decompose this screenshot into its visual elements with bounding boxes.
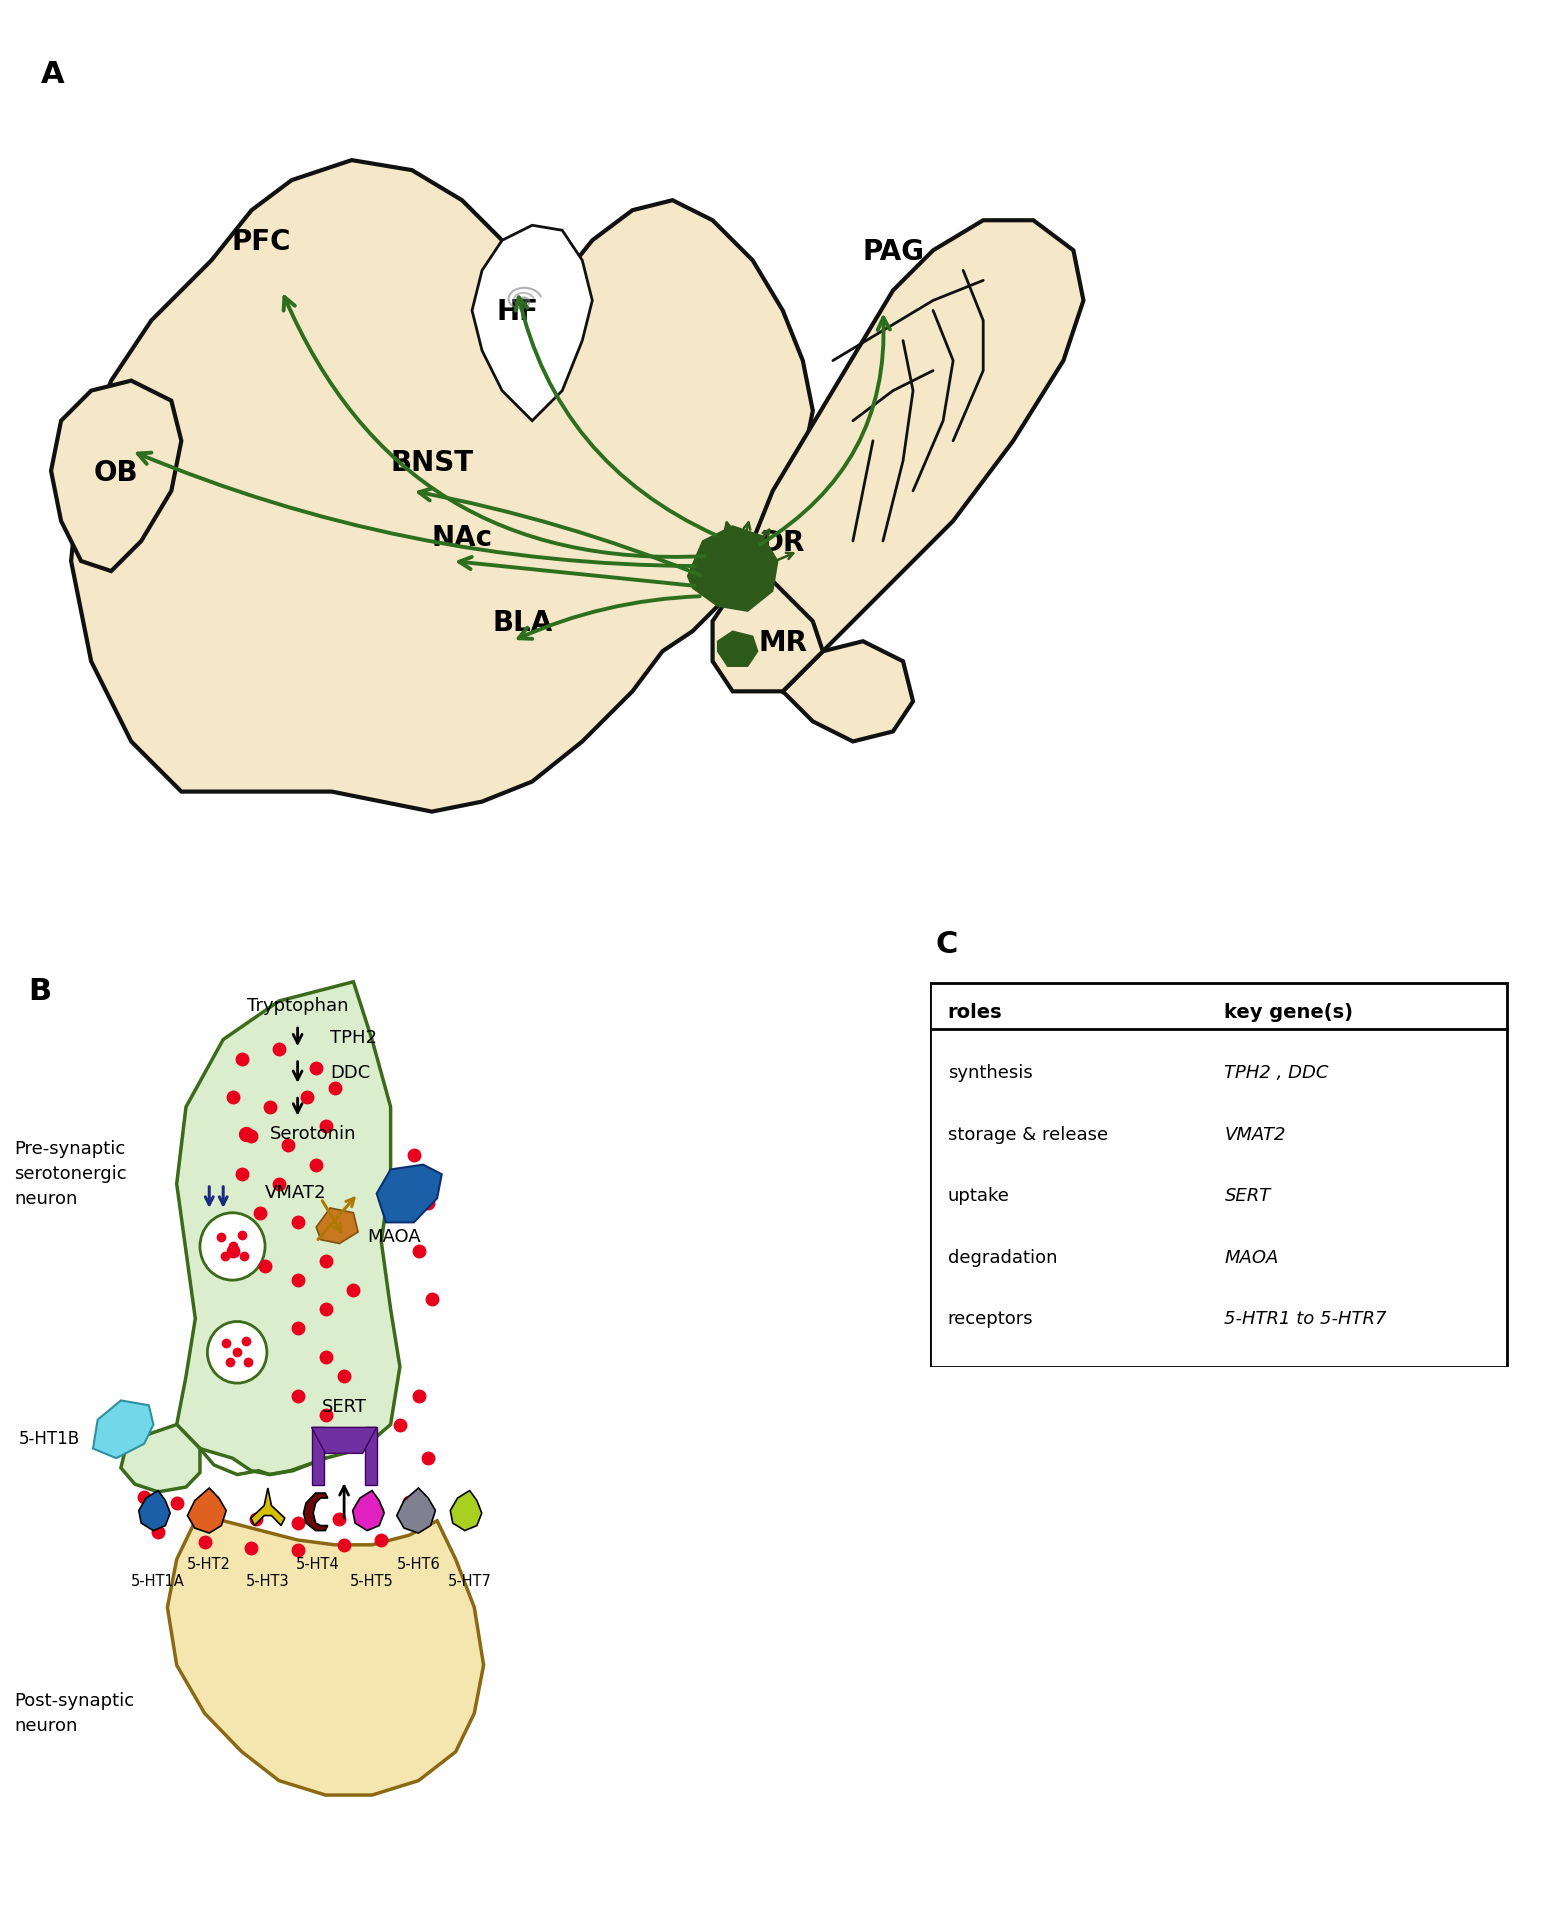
Text: 5-HT3: 5-HT3 [246,1575,290,1588]
Text: MAOA: MAOA [367,1228,422,1245]
Polygon shape [742,219,1083,691]
Text: receptors: receptors [947,1311,1034,1328]
Text: Serotonin: Serotonin [270,1124,356,1143]
Text: degradation: degradation [947,1249,1057,1267]
Polygon shape [93,1401,153,1459]
Polygon shape [121,1424,200,1492]
Polygon shape [167,1521,484,1794]
Text: synthesis: synthesis [947,1065,1032,1082]
Text: 5-HT2: 5-HT2 [188,1557,231,1573]
Text: PFC: PFC [232,229,291,256]
Polygon shape [312,1428,324,1486]
Polygon shape [304,1494,327,1530]
Text: key gene(s): key gene(s) [1224,1003,1353,1022]
Text: VMAT2: VMAT2 [265,1184,327,1203]
Circle shape [208,1321,267,1382]
Text: Post-synaptic
neuron: Post-synaptic neuron [14,1692,133,1734]
Text: SERT: SERT [321,1398,367,1417]
Text: 5-HT1A: 5-HT1A [132,1575,184,1588]
Text: MR: MR [758,629,808,656]
Text: B: B [28,978,51,1007]
Text: roles: roles [947,1003,1003,1022]
Circle shape [200,1213,265,1280]
Polygon shape [140,1490,170,1530]
Text: Tryptophan: Tryptophan [246,997,349,1014]
Text: TPH2 , DDC: TPH2 , DDC [1224,1065,1328,1082]
Text: storage & release: storage & release [947,1126,1108,1143]
Polygon shape [177,982,400,1475]
Polygon shape [930,982,1507,1367]
Polygon shape [251,1488,285,1525]
Text: DR: DR [761,529,804,556]
Polygon shape [51,381,181,572]
Text: NAc: NAc [431,524,493,552]
Text: 5-HT7: 5-HT7 [448,1575,491,1588]
Text: SERT: SERT [1224,1188,1271,1205]
Text: BLA: BLA [491,608,552,637]
Polygon shape [688,526,778,610]
Polygon shape [364,1428,377,1486]
Polygon shape [718,631,758,666]
Text: TPH2: TPH2 [330,1028,377,1047]
Polygon shape [473,225,592,422]
Text: VMAT2: VMAT2 [1224,1126,1286,1143]
Text: C: C [936,930,958,959]
Polygon shape [188,1488,226,1532]
Text: BNST: BNST [391,449,473,477]
Polygon shape [312,1428,377,1453]
Text: 5-HT1B: 5-HT1B [19,1430,79,1448]
Text: Pre-synaptic
serotonergic
neuron: Pre-synaptic serotonergic neuron [14,1140,127,1209]
Text: OB: OB [95,458,138,487]
Text: 5-HTR1 to 5-HTR7: 5-HTR1 to 5-HTR7 [1224,1311,1387,1328]
Polygon shape [316,1209,358,1244]
Text: 5-HT6: 5-HT6 [397,1557,440,1573]
Text: HF: HF [496,298,538,327]
Polygon shape [783,641,913,741]
Text: PAG: PAG [862,239,924,266]
Text: A: A [40,60,65,89]
Text: MAOA: MAOA [1224,1249,1279,1267]
Polygon shape [713,560,823,691]
Text: uptake: uptake [947,1188,1009,1205]
Polygon shape [397,1488,436,1532]
Text: DDC: DDC [330,1065,370,1082]
Polygon shape [377,1165,442,1222]
Text: 5-HT5: 5-HT5 [350,1575,394,1588]
Text: 5-HT4: 5-HT4 [296,1557,339,1573]
Polygon shape [71,160,812,812]
Polygon shape [353,1490,384,1530]
Polygon shape [451,1490,482,1530]
